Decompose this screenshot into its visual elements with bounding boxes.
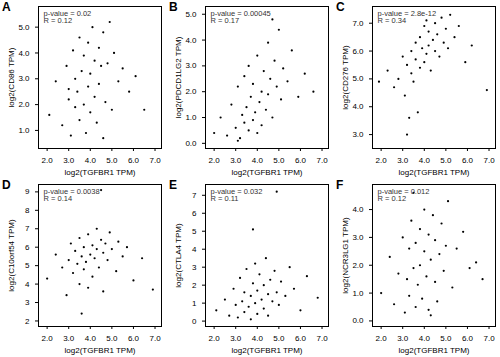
- svg-text:6.0: 6.0: [295, 156, 307, 165]
- svg-text:6.0: 6.0: [352, 47, 364, 56]
- html-text:C: C: [336, 0, 345, 14]
- svg-text:2: 2: [25, 317, 30, 326]
- svg-text:3.0: 3.0: [230, 156, 242, 165]
- svg-text:0: 0: [192, 317, 197, 326]
- svg-text:6.0: 6.0: [128, 156, 140, 165]
- svg-text:log2(C10orf54 TPM): log2(C10orf54 TPM): [7, 219, 16, 292]
- svg-text:5.0: 5.0: [106, 156, 118, 165]
- svg-text:4.0: 4.0: [185, 36, 197, 45]
- svg-text:2.0: 2.0: [42, 334, 54, 343]
- svg-text:3.0: 3.0: [63, 156, 75, 165]
- svg-text:7: 7: [25, 224, 30, 233]
- svg-text:3.0: 3.0: [230, 334, 242, 343]
- svg-text:6.0: 6.0: [462, 156, 474, 165]
- svg-text:p-value = 2.8e-12R = 0.34: p-value = 2.8e-12R = 0.34: [378, 9, 437, 26]
- svg-text:p-value = 0.012R = 0.12: p-value = 0.012R = 0.12: [378, 187, 430, 204]
- svg-text:2.0: 2.0: [185, 87, 197, 96]
- svg-text:log2(CTLA4 TPM): log2(CTLA4 TPM): [174, 223, 183, 288]
- svg-text:5.0: 5.0: [440, 156, 452, 165]
- svg-text:9: 9: [25, 187, 30, 196]
- svg-text:log2(TGFBR1 TPM): log2(TGFBR1 TPM): [65, 346, 136, 355]
- svg-text:4.0: 4.0: [18, 49, 30, 58]
- svg-text:6: 6: [25, 243, 30, 252]
- svg-text:2.0: 2.0: [209, 156, 221, 165]
- svg-text:log2(PDCD1LG2 TPM): log2(PDCD1LG2 TPM): [174, 36, 183, 118]
- svg-text:log2(TGFBR1 TPM): log2(TGFBR1 TPM): [65, 168, 136, 177]
- svg-text:2.0: 2.0: [376, 334, 388, 343]
- svg-text:log2(TGFBR1 TPM): log2(TGFBR1 TPM): [232, 346, 303, 355]
- svg-text:4.0: 4.0: [85, 334, 97, 343]
- svg-text:0.0: 0.0: [352, 316, 364, 325]
- svg-text:1: 1: [192, 299, 197, 308]
- svg-text:5.0: 5.0: [273, 334, 285, 343]
- svg-text:4.0: 4.0: [419, 156, 431, 165]
- svg-text:6.0: 6.0: [462, 334, 474, 343]
- svg-text:2.0: 2.0: [376, 156, 388, 165]
- svg-text:4.0: 4.0: [352, 205, 364, 214]
- svg-text:2.0: 2.0: [209, 334, 221, 343]
- svg-text:7.0: 7.0: [483, 156, 495, 165]
- svg-text:5: 5: [25, 261, 30, 270]
- svg-text:3.0: 3.0: [63, 334, 75, 343]
- svg-text:6.0: 6.0: [128, 334, 140, 343]
- svg-text:4.0: 4.0: [252, 156, 264, 165]
- svg-text:p-value = 0.032R = 0.11: p-value = 0.032R = 0.11: [211, 187, 263, 204]
- svg-text:2.0: 2.0: [42, 156, 54, 165]
- svg-text:7.0: 7.0: [149, 334, 161, 343]
- html-text:B: B: [169, 0, 178, 14]
- svg-text:2.0: 2.0: [352, 261, 364, 270]
- svg-text:7: 7: [192, 191, 197, 200]
- svg-text:log2(TGFBR1 TPM): log2(TGFBR1 TPM): [399, 346, 470, 355]
- svg-text:5.0: 5.0: [352, 74, 364, 83]
- svg-text:3: 3: [25, 298, 30, 307]
- svg-text:4.0: 4.0: [419, 334, 431, 343]
- svg-text:7.0: 7.0: [316, 156, 328, 165]
- svg-text:log2(TGFBR1 TPM): log2(TGFBR1 TPM): [399, 168, 470, 177]
- svg-text:7.0: 7.0: [352, 19, 364, 28]
- svg-text:p-value = 0.00045R = 0.17: p-value = 0.00045R = 0.17: [211, 9, 271, 26]
- svg-text:5.0: 5.0: [273, 156, 285, 165]
- svg-text:log2(NCR3LG1 TPM): log2(NCR3LG1 TPM): [341, 217, 350, 294]
- svg-text:4.0: 4.0: [85, 156, 97, 165]
- svg-text:3: 3: [192, 263, 197, 272]
- svg-text:5.0: 5.0: [106, 334, 118, 343]
- svg-text:1.0: 1.0: [352, 289, 364, 298]
- svg-text:7.0: 7.0: [316, 334, 328, 343]
- svg-text:5: 5: [192, 227, 197, 236]
- svg-text:log2(TGFBR1 TPM): log2(TGFBR1 TPM): [232, 168, 303, 177]
- svg-text:0.0: 0.0: [185, 139, 197, 148]
- svg-text:2.0: 2.0: [18, 100, 30, 109]
- svg-text:log2(CD86 TPM): log2(CD86 TPM): [7, 47, 16, 107]
- svg-text:3.0: 3.0: [18, 74, 30, 83]
- svg-text:p-value = 0.02R = 0.12: p-value = 0.02R = 0.12: [44, 9, 92, 26]
- svg-text:3.0: 3.0: [352, 233, 364, 242]
- svg-text:3.0: 3.0: [352, 130, 364, 139]
- svg-text:3.0: 3.0: [185, 61, 197, 70]
- svg-text:6: 6: [192, 209, 197, 218]
- html-text:F: F: [336, 178, 344, 192]
- svg-text:p-value = 0.0038R = 0.14: p-value = 0.0038R = 0.14: [44, 187, 100, 204]
- svg-text:log2(CD276 TPM): log2(CD276 TPM): [341, 45, 350, 110]
- svg-text:3.0: 3.0: [397, 334, 409, 343]
- svg-text:3.0: 3.0: [397, 156, 409, 165]
- html-text:D: D: [2, 178, 11, 192]
- svg-text:7.0: 7.0: [483, 334, 495, 343]
- svg-text:1.0: 1.0: [185, 113, 197, 122]
- svg-text:4.0: 4.0: [352, 102, 364, 111]
- svg-text:2: 2: [192, 281, 197, 290]
- svg-text:4: 4: [25, 280, 30, 289]
- svg-text:8: 8: [25, 206, 30, 215]
- svg-text:5.0: 5.0: [440, 334, 452, 343]
- svg-text:7.0: 7.0: [149, 156, 161, 165]
- svg-text:1.0: 1.0: [18, 126, 30, 135]
- svg-text:5.0: 5.0: [185, 10, 197, 19]
- svg-text:4: 4: [192, 245, 197, 254]
- html-text:A: A: [2, 0, 11, 14]
- svg-text:5.0: 5.0: [18, 23, 30, 32]
- svg-text:4.0: 4.0: [252, 334, 264, 343]
- html-text:E: E: [169, 178, 177, 192]
- svg-text:6.0: 6.0: [295, 334, 307, 343]
